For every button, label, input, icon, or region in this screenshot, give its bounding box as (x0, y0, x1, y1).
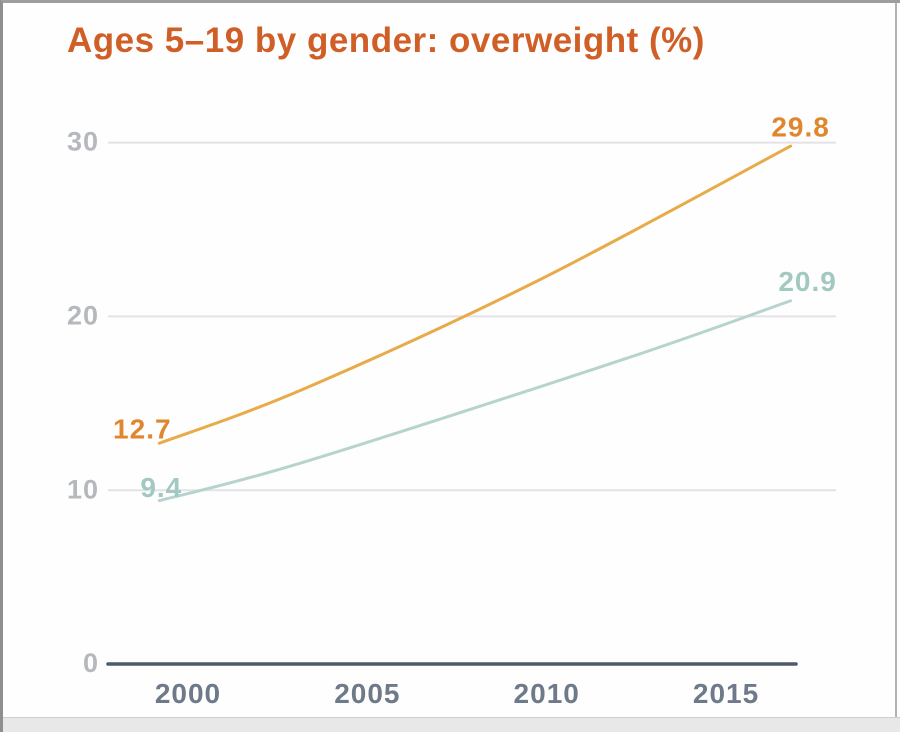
window-right-edge (895, 3, 897, 723)
x-tick-label-2005: 2005 (334, 678, 400, 709)
y-tick-label-20: 20 (67, 301, 99, 331)
y-tick-label-30: 30 (67, 127, 99, 157)
lower-teal-line-last-value-label: 20.9 (778, 266, 837, 297)
lower-teal-line (157, 299, 793, 503)
upper-orange-line-first-value-label: 12.7 (113, 414, 172, 445)
upper-orange-line (157, 144, 793, 445)
chart-title: Ages 5–19 by gender: overweight (%) (67, 21, 705, 60)
lower-teal-line-first-value-label: 9.4 (140, 472, 182, 503)
x-tick-label-2015: 2015 (693, 678, 759, 709)
x-tick-label-2000: 2000 (155, 678, 221, 709)
x-tick-label-2010: 2010 (514, 678, 580, 709)
window-bottom-edge (3, 717, 900, 732)
line-chart: 0 10 20 30 2000 2005 2010 2015 12.7 29.8 9.4 20.9 (67, 111, 837, 709)
y-tick-label-0: 0 (83, 648, 99, 678)
upper-orange-line-last-value-label: 29.8 (771, 111, 830, 142)
y-tick-label-10: 10 (67, 474, 99, 504)
